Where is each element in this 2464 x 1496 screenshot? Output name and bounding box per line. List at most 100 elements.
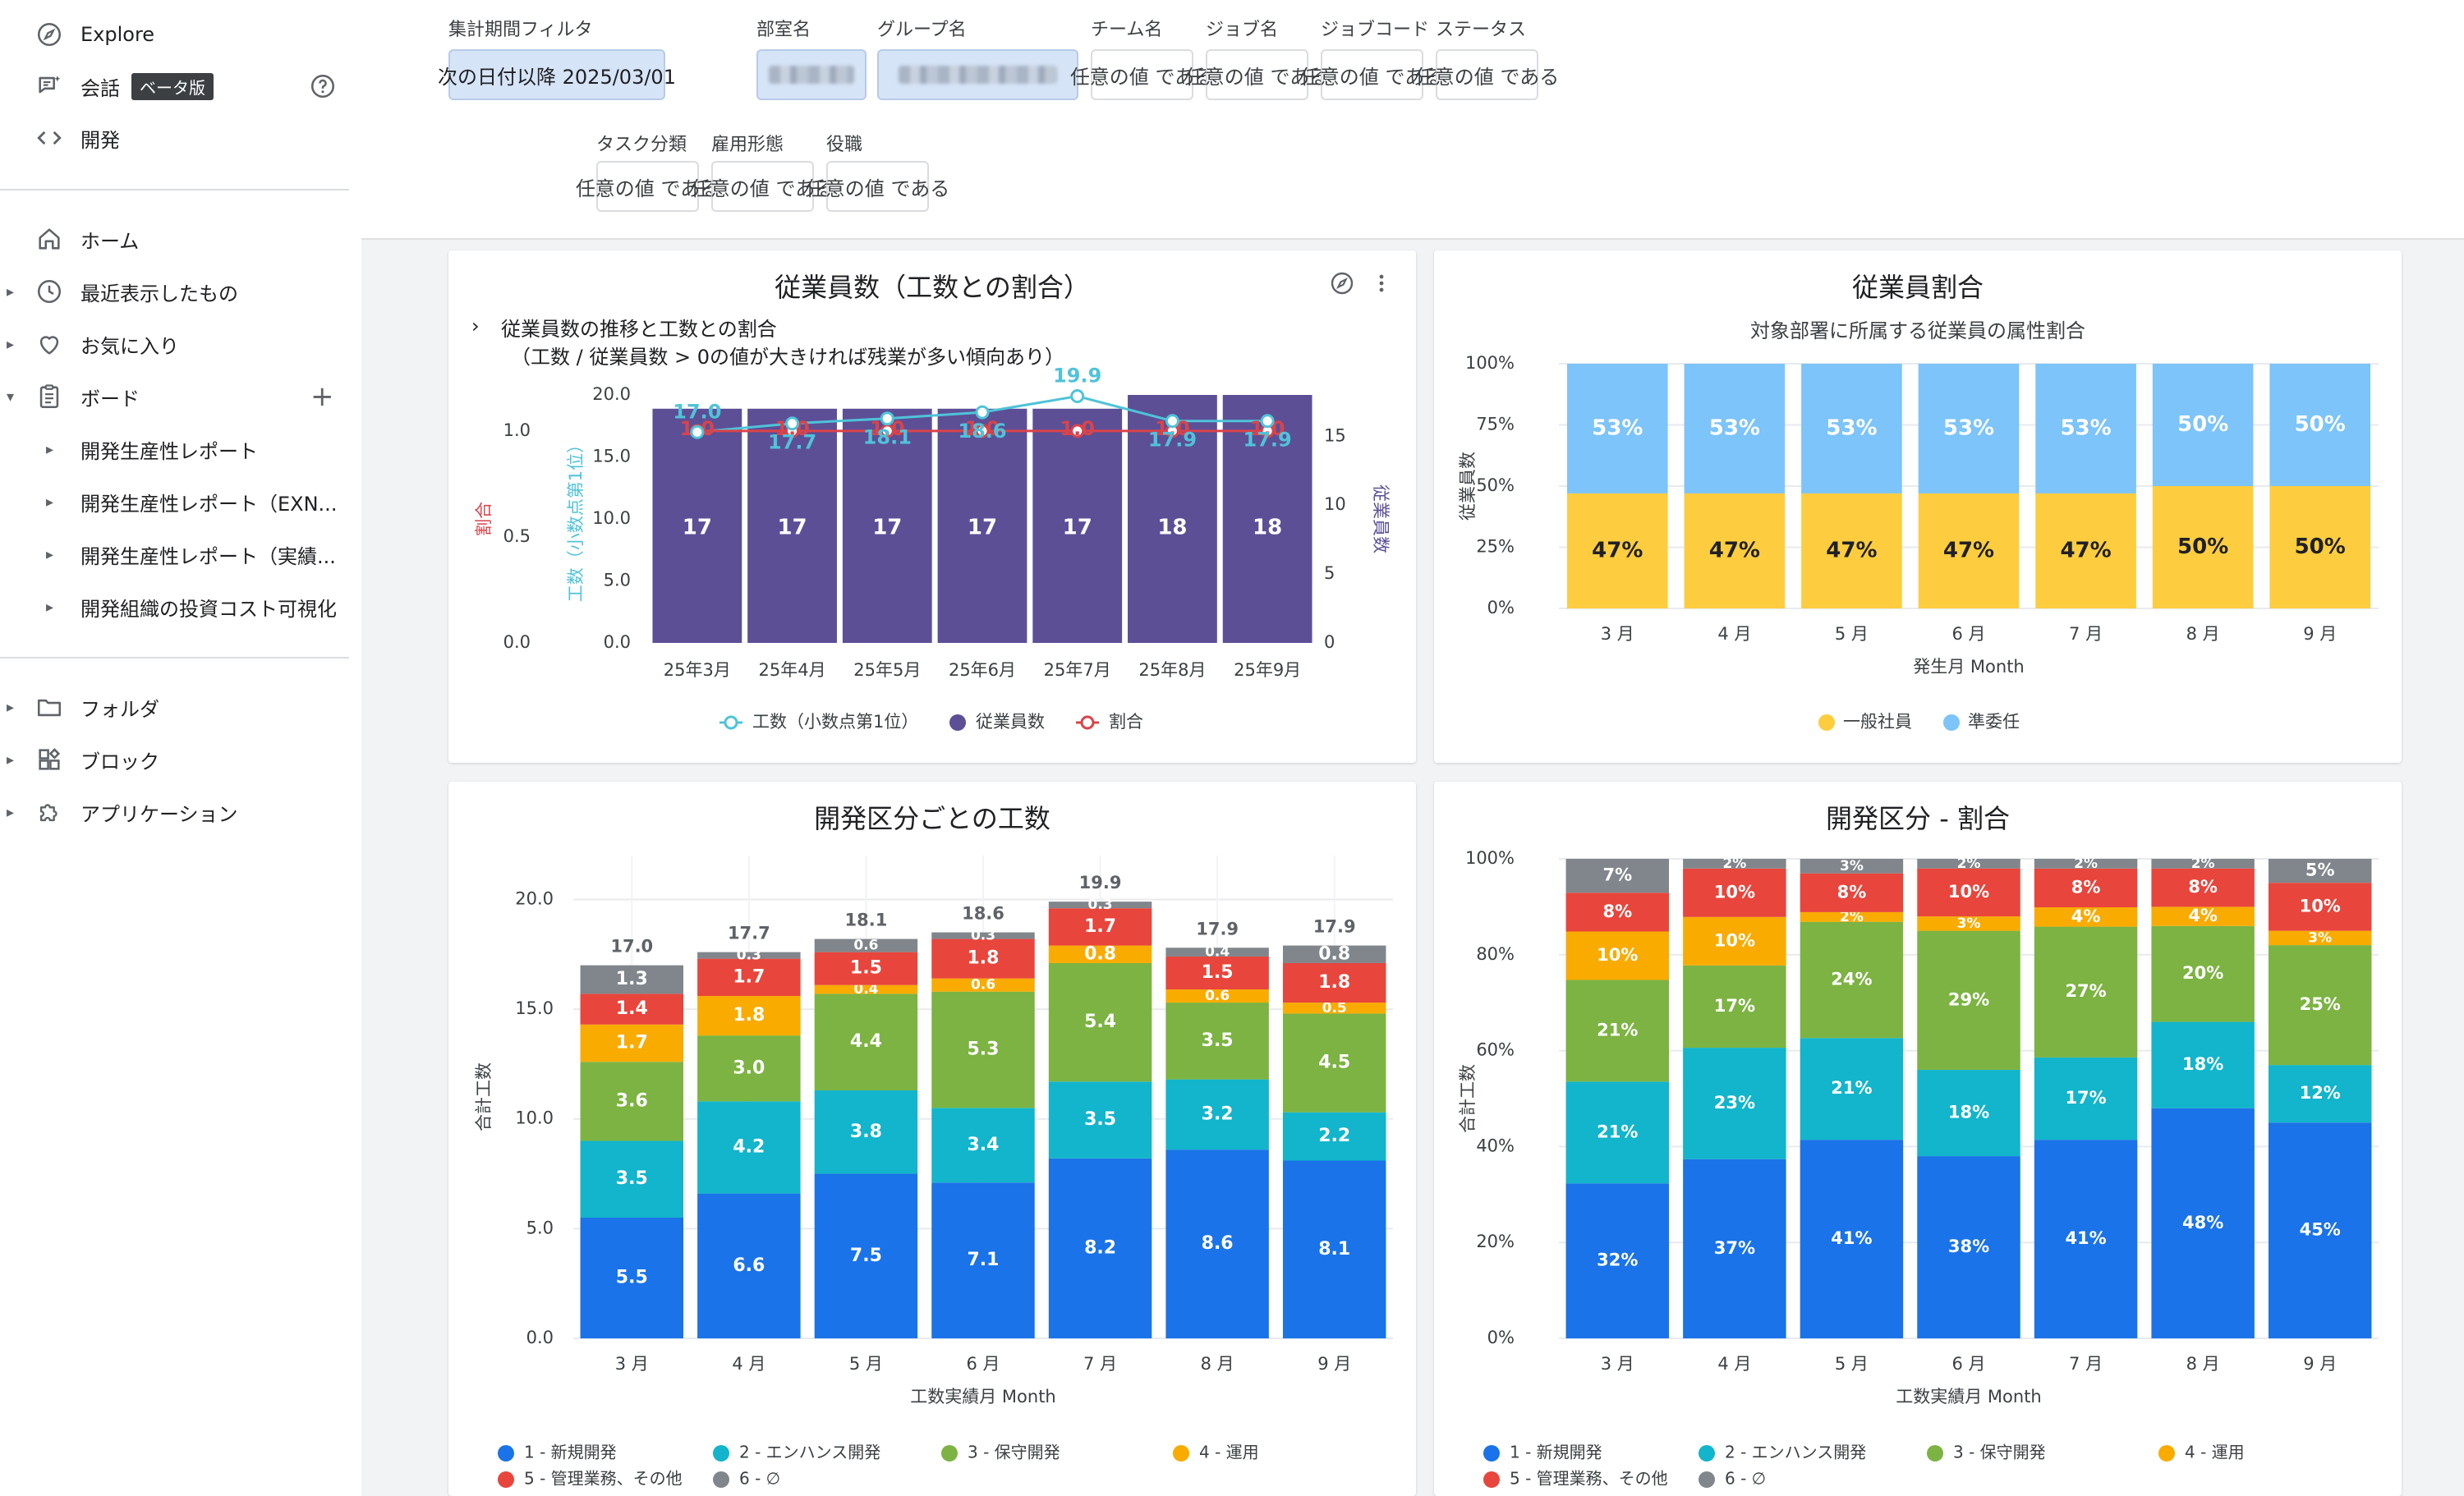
x-tick-label: 4 月 <box>1717 624 1751 644</box>
sidebar-item-recent[interactable]: ▸ 最近表示したもの <box>0 268 353 314</box>
explore-compass-icon[interactable] <box>1326 267 1358 300</box>
caret-right-icon[interactable]: ▸ <box>7 750 15 769</box>
filter-group[interactable] <box>877 49 1078 100</box>
category-segment <box>1282 1160 1386 1338</box>
card-title: 従業員割合 <box>1851 272 1984 303</box>
x-tick-label: 3 月 <box>615 1354 649 1374</box>
segment-value-label: 0.6 <box>1205 988 1230 1004</box>
segment-value-label: 27% <box>2065 981 2106 1001</box>
category-segment <box>1048 1158 1152 1338</box>
sidebar-item-chat[interactable]: 会話 ベータ版 <box>0 63 353 109</box>
category-segment <box>580 1140 684 1218</box>
x-tick-label: 5 月 <box>849 1354 883 1374</box>
sidebar-item-folders[interactable]: ▸ フォルダ <box>0 684 353 730</box>
category-segment <box>580 994 684 1025</box>
y-tick-label: 20.0 <box>592 384 631 404</box>
caret-right-icon[interactable]: ▸ <box>7 698 15 716</box>
segment-value-label: 3.6 <box>616 1090 648 1111</box>
segment-value-label: 18% <box>2182 1054 2223 1074</box>
sidebar-item-explore[interactable]: Explore <box>0 11 353 57</box>
general-employee-segment <box>2035 493 2136 608</box>
segment-value-label: 4.4 <box>850 1031 882 1052</box>
filter-label: チーム名 <box>1091 20 1163 40</box>
general-employee-segment <box>2269 486 2371 608</box>
caret-right-icon[interactable]: ▸ <box>46 440 54 458</box>
more-vert-icon[interactable] <box>1365 267 1398 300</box>
x-tick-label: 4 月 <box>1717 1354 1751 1374</box>
filter-team[interactable]: 任意の値 である <box>1070 49 1214 100</box>
category-segment <box>931 932 1035 939</box>
subtitle-toggle-icon[interactable]: › <box>471 314 480 337</box>
category-segment <box>1165 989 1269 1003</box>
filter-department[interactable] <box>756 49 867 100</box>
x-tick-label: 9 月 <box>1317 1354 1351 1374</box>
card-title: 開発区分ごとの工数 <box>814 803 1050 834</box>
caret-right-icon[interactable]: ▸ <box>46 545 54 563</box>
caret-right-icon[interactable]: ▸ <box>46 598 54 616</box>
category-segment <box>814 938 918 952</box>
segment-value-label: 3% <box>2308 929 2332 946</box>
category-segment <box>814 1090 918 1174</box>
card-title: 従業員数（工数との割合） <box>775 272 1090 303</box>
x-tick-label: 25年8月 <box>1138 660 1206 680</box>
filter-status[interactable]: 任意の値 である <box>1415 49 1559 100</box>
sidebar-item-blocks[interactable]: ▸ ブロック <box>0 737 353 782</box>
legend-label: 割合 <box>1109 712 1143 732</box>
category-share-segment <box>1917 1069 2020 1157</box>
x-tick-label: 8 月 <box>2186 624 2220 644</box>
sidebar-item-boards[interactable]: ▾ ボード + <box>0 374 353 420</box>
caret-right-icon[interactable]: ▸ <box>46 493 54 511</box>
category-share-segment <box>1683 1159 1786 1338</box>
category-segment <box>931 938 1035 979</box>
legend-label: 従業員数 <box>976 712 1045 732</box>
legend-swatch <box>1818 714 1835 731</box>
add-board-icon[interactable]: + <box>310 380 334 413</box>
segment-value-label: 7% <box>1602 865 1632 885</box>
segment-value-label: 17% <box>2065 1088 2106 1108</box>
y-tick-label: 10.0 <box>592 508 631 528</box>
board-item[interactable]: ▸ 開発組織の投資コスト可視化 <box>0 584 353 630</box>
sidebar-item-applications[interactable]: ▸ アプリケーション <box>0 789 353 835</box>
filter-date[interactable]: 次の日付以降 2025/03/01 <box>438 49 676 100</box>
filter-employment-type[interactable]: 任意の値 である <box>691 161 834 212</box>
filter-value: 次の日付以降 2025/03/01 <box>438 65 676 89</box>
legend-swatch <box>724 715 738 730</box>
filter-position[interactable]: 任意の値 である <box>806 161 949 212</box>
y-tick-label: 5 <box>1324 563 1335 583</box>
category-share-chart: 0% 20% 40% 60% 80% 100% 合計工数 32% 21% 21% 10% 8% 7% 3 … <box>1458 848 2379 1489</box>
board-item[interactable]: ▸ 開発生産性レポート（EXN... <box>0 479 353 525</box>
filter-job-code[interactable]: 任意の値 である <box>1300 49 1444 100</box>
category-share-segment <box>1917 859 2020 869</box>
legend-swatch <box>2158 1445 2175 1462</box>
employee-share-chart: 0% 25% 50% 75% 100% 従業員数 47% 53% 3 月 47% 53% 4 月 47%… <box>1458 353 2379 732</box>
category-share-segment <box>1565 1183 1670 1338</box>
board-item-label: 開発生産性レポート <box>80 439 258 463</box>
filter-job-name[interactable]: 任意の値 である <box>1185 49 1329 100</box>
board-item[interactable]: ▸ 開発生産性レポート <box>0 426 353 472</box>
sidebar-item-favorites[interactable]: ▸ お気に入り <box>0 321 353 367</box>
caret-right-icon[interactable]: ▸ <box>7 282 15 301</box>
board-item[interactable]: ▸ 開発生産性レポート（実績... <box>0 531 353 577</box>
contract-segment <box>2269 364 2371 486</box>
sidebar-item-develop[interactable]: 開発 <box>0 115 353 161</box>
segment-value-label: 50% <box>2177 412 2228 437</box>
hours-value-label: 18.6 <box>958 420 1006 443</box>
total-value-label: 17.9 <box>1313 917 1356 937</box>
caret-right-icon[interactable]: ▸ <box>7 803 15 821</box>
hours-point <box>1260 414 1275 429</box>
segment-value-label: 45% <box>2300 1220 2341 1240</box>
caret-right-icon[interactable]: ▸ <box>7 335 15 353</box>
sidebar-item-home[interactable]: ホーム <box>0 216 353 262</box>
segment-value-label: 5% <box>2305 860 2335 880</box>
segment-value-label: 18% <box>1948 1103 1989 1122</box>
segment-value-label: 3.2 <box>1202 1104 1234 1124</box>
x-tick-label: 5 月 <box>1835 1354 1869 1374</box>
filter-task-type[interactable]: 任意の値 である <box>576 161 719 212</box>
category-share-segment <box>2034 859 2138 869</box>
category-share-segment <box>1683 1048 1786 1159</box>
caret-down-icon[interactable]: ▾ <box>7 388 15 406</box>
x-tick-label: 6 月 <box>1951 624 1985 644</box>
help-icon[interactable] <box>309 72 337 100</box>
segment-value-label: 0.8 <box>1318 943 1350 964</box>
category-share-segment <box>1683 965 1786 1049</box>
